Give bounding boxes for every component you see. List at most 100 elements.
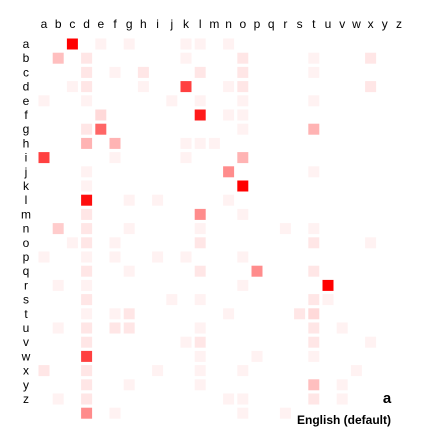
heatmap-cell-x-i bbox=[152, 365, 164, 377]
row-tick-q: q bbox=[23, 264, 30, 278]
heatmap-cell-j-d bbox=[81, 166, 93, 178]
heatmap-cell-r-u bbox=[322, 279, 334, 291]
heatmap-cell-g-d bbox=[81, 123, 93, 135]
heatmap-cell-d-c bbox=[66, 81, 78, 93]
heatmap-cell-h-l bbox=[194, 137, 206, 149]
heatmap-cell-x-d bbox=[81, 365, 93, 377]
heatmap-cell-c-t bbox=[308, 66, 320, 78]
heatmap-cell-o-t bbox=[308, 237, 320, 249]
column-tick-s: s bbox=[297, 17, 303, 31]
row-tick-p: p bbox=[23, 250, 30, 264]
heatmap-cell-v-x bbox=[365, 336, 377, 348]
heatmap-cell-x-a bbox=[38, 365, 50, 377]
heatmap-cell-b-d bbox=[81, 52, 93, 64]
row-tick-y: y bbox=[23, 378, 29, 392]
heatmap-cell-h-f bbox=[109, 137, 121, 149]
row-tick-i: i bbox=[25, 151, 28, 165]
heatmap-cell-t-f bbox=[109, 308, 121, 320]
heatmap-cell-b-k bbox=[180, 52, 192, 64]
heatmap-cell-d-x bbox=[365, 81, 377, 93]
heatmap-cell-c-o bbox=[237, 66, 249, 78]
row-tick-u: u bbox=[23, 321, 30, 335]
heatmap-cell-i-o bbox=[237, 152, 249, 164]
heatmap-cell-t-g bbox=[123, 308, 135, 320]
heatmap-cell-m-d bbox=[81, 208, 93, 220]
heatmap-cell-n-t bbox=[308, 223, 320, 235]
heatmap-cell-a-l bbox=[194, 38, 206, 50]
heatmap-cell-m-l bbox=[194, 208, 206, 220]
row-tick-s: s bbox=[23, 293, 29, 307]
heatmap-cell-q-d bbox=[81, 265, 93, 277]
heatmap-cell-d-n bbox=[223, 81, 235, 93]
heatmap-cell-d-d bbox=[81, 81, 93, 93]
heatmap-cell-i-a bbox=[38, 152, 50, 164]
row-tick-h: h bbox=[23, 136, 30, 150]
heatmap-cell-u-g bbox=[123, 322, 135, 334]
heatmap-cell-a-c bbox=[66, 38, 78, 50]
heatmap-cell-undefined-o bbox=[237, 407, 249, 419]
heatmap-cell-p-a bbox=[38, 251, 50, 263]
heatmap-cell-i-f bbox=[109, 152, 121, 164]
heatmap-cell-s-u bbox=[322, 294, 334, 306]
heatmap-cell-u-v bbox=[336, 322, 348, 334]
heatmap-cell-z-v bbox=[336, 393, 348, 405]
heatmap-cell-r-d bbox=[81, 279, 93, 291]
row-tick-f: f bbox=[24, 108, 28, 122]
column-tick-o: o bbox=[239, 17, 246, 31]
heatmap-cell-undefined-f bbox=[109, 407, 121, 419]
heatmap-cell-f-e bbox=[95, 109, 107, 121]
column-tick-x: x bbox=[368, 17, 374, 31]
column-tick-c: c bbox=[69, 17, 75, 31]
row-tick-w: w bbox=[21, 349, 31, 363]
heatmap-cell-t-d bbox=[81, 308, 93, 320]
heatmap-cell-s-l bbox=[194, 294, 206, 306]
heatmap-cell-q-p bbox=[251, 265, 263, 277]
heatmap-cell-n-g bbox=[123, 223, 135, 235]
column-tick-t: t bbox=[312, 17, 316, 31]
row-tick-t: t bbox=[24, 307, 28, 321]
heatmap-cell-s-t bbox=[308, 294, 320, 306]
column-tick-d: d bbox=[83, 17, 90, 31]
heatmap-cell-l-d bbox=[81, 194, 93, 206]
heatmap-cell-z-d bbox=[81, 393, 93, 405]
heatmap-cell-f-n bbox=[223, 109, 235, 121]
row-tick-l: l bbox=[25, 193, 28, 207]
heatmap-cell-v-l bbox=[194, 336, 206, 348]
heatmap-cell-x-w bbox=[350, 365, 362, 377]
heatmap-cell-i-k bbox=[180, 152, 192, 164]
heatmap-cell-undefined-d bbox=[81, 407, 93, 419]
column-tick-l: l bbox=[199, 17, 202, 31]
column-tick-q: q bbox=[268, 17, 275, 31]
heatmap-cell-y-v bbox=[336, 379, 348, 391]
column-tick-k: k bbox=[183, 17, 190, 31]
heatmap-cell-n-d bbox=[81, 223, 93, 235]
column-tick-v: v bbox=[339, 17, 345, 31]
heatmap-cell-y-g bbox=[123, 379, 135, 391]
heatmap-cell-z-t bbox=[308, 393, 320, 405]
column-tick-e: e bbox=[97, 17, 104, 31]
heatmap-cell-y-t bbox=[308, 379, 320, 391]
column-tick-z: z bbox=[396, 17, 402, 31]
heatmap-cell-g-t bbox=[308, 123, 320, 135]
heatmap-cell-v-k bbox=[180, 336, 192, 348]
row-tick-o: o bbox=[23, 236, 30, 250]
heatmap-cell-c-f bbox=[109, 66, 121, 78]
heatmap-cell-p-f bbox=[109, 251, 121, 263]
heatmap-cell-a-n bbox=[223, 38, 235, 50]
row-tick-e: e bbox=[23, 94, 30, 108]
row-tick-c: c bbox=[23, 65, 29, 79]
heatmap-cell-j-t bbox=[308, 166, 320, 178]
row-tick-g: g bbox=[23, 122, 30, 136]
heatmap-cell-u-t bbox=[308, 322, 320, 334]
heatmap-cell-undefined-r bbox=[279, 407, 291, 419]
heatmap-cell-d-o bbox=[237, 81, 249, 93]
heatmap-cell-a-k bbox=[180, 38, 192, 50]
heatmap-cell-m-o bbox=[237, 208, 249, 220]
heatmap-cell-l-n bbox=[223, 194, 235, 206]
panel-label: a bbox=[383, 390, 392, 407]
row-tick-j: j bbox=[24, 165, 28, 179]
heatmap-cell-p-k bbox=[180, 251, 192, 263]
row-tick-n: n bbox=[23, 222, 30, 236]
